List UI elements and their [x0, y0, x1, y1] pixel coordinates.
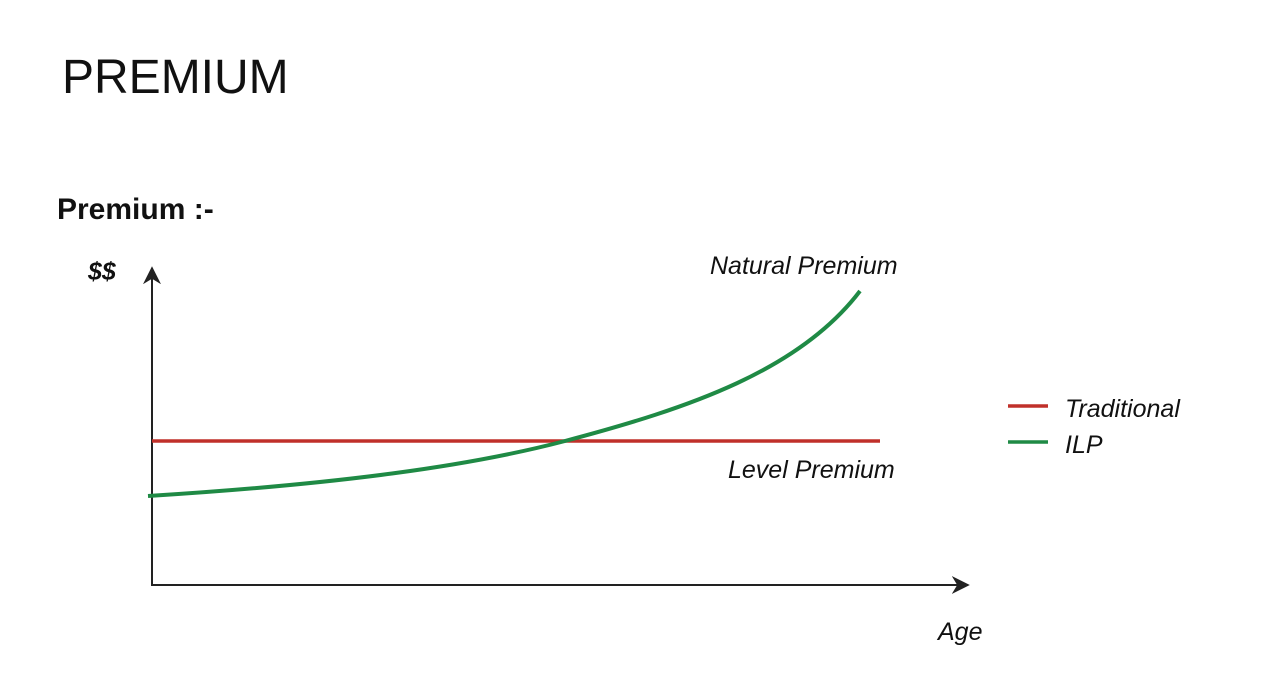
slide-subtitle: Premium :- [57, 193, 214, 226]
legend: Traditional ILP [1008, 395, 1181, 459]
natural-premium-curve [147, 289, 862, 498]
curve-label: Natural Premium [710, 252, 898, 280]
legend-label: Traditional [1065, 395, 1181, 423]
x-axis-label: Age [936, 618, 982, 646]
slide-title: PREMIUM [62, 51, 289, 104]
legend-label: ILP [1065, 431, 1103, 459]
y-axis-label: $$ [87, 258, 117, 286]
curve-label: Level Premium [728, 456, 895, 484]
